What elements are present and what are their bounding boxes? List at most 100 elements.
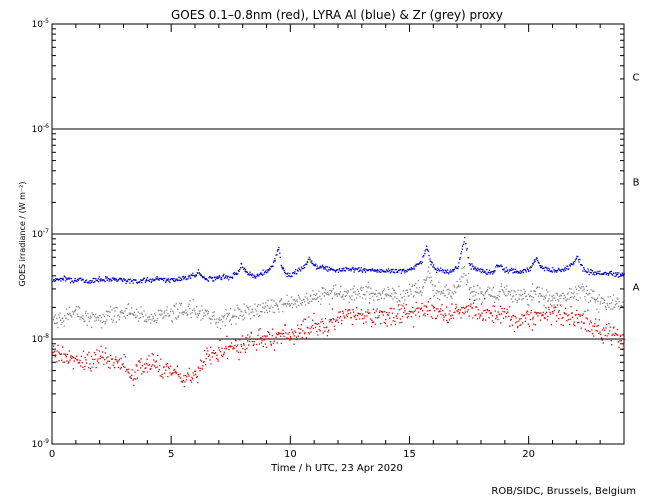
- data-point: [527, 293, 529, 295]
- data-point: [455, 292, 457, 294]
- data-point: [352, 268, 355, 270]
- data-point: [563, 298, 565, 300]
- data-point: [353, 315, 355, 317]
- data-point: [314, 298, 316, 300]
- data-point: [413, 326, 415, 328]
- data-point: [560, 295, 562, 297]
- data-point: [276, 304, 278, 306]
- data-point: [355, 268, 357, 270]
- data-point: [551, 299, 554, 301]
- data-point: [77, 359, 79, 361]
- data-point: [468, 315, 470, 317]
- data-point: [514, 298, 516, 300]
- data-point: [576, 309, 578, 312]
- data-point: [277, 334, 279, 336]
- data-point: [546, 267, 548, 269]
- data-point: [594, 323, 596, 325]
- data-point: [555, 306, 557, 309]
- data-point: [332, 288, 334, 290]
- data-point: [521, 270, 523, 272]
- data-point: [208, 277, 210, 279]
- data-point: [104, 321, 107, 323]
- data-point: [283, 269, 285, 272]
- data-point: [547, 291, 549, 293]
- data-point: [398, 304, 400, 306]
- data-point: [334, 320, 337, 323]
- data-point: [363, 269, 366, 272]
- data-point: [312, 327, 315, 329]
- data-point: [531, 329, 533, 331]
- data-point: [550, 270, 553, 272]
- data-point: [448, 273, 450, 275]
- data-point: [302, 330, 304, 332]
- data-point: [423, 255, 425, 257]
- data-point: [524, 291, 526, 293]
- data-point: [373, 270, 375, 272]
- data-point: [267, 271, 269, 273]
- data-point: [535, 293, 537, 295]
- data-point: [506, 295, 508, 297]
- data-point: [573, 321, 575, 323]
- data-point: [72, 368, 74, 370]
- flare-class-label: C: [633, 73, 640, 84]
- data-point: [444, 295, 447, 297]
- data-point: [241, 335, 244, 337]
- data-point: [140, 306, 142, 308]
- data-point: [598, 311, 600, 313]
- data-point: [450, 315, 452, 317]
- data-point: [539, 319, 542, 321]
- data-point: [289, 304, 291, 306]
- data-point: [551, 295, 553, 297]
- data-point: [234, 344, 236, 347]
- data-point: [549, 313, 552, 315]
- data-point: [330, 319, 332, 322]
- data-point: [423, 279, 425, 281]
- data-point: [389, 317, 391, 319]
- data-point: [486, 289, 489, 291]
- data-point: [62, 277, 64, 279]
- data-point: [591, 329, 593, 331]
- data-point: [279, 256, 281, 258]
- data-point: [273, 349, 276, 351]
- data-point: [436, 290, 438, 292]
- data-point: [396, 315, 398, 317]
- data-point: [318, 267, 320, 270]
- data-point: [125, 282, 127, 284]
- data-point: [316, 331, 318, 333]
- data-point: [569, 264, 571, 266]
- data-point: [294, 330, 296, 332]
- data-point: [428, 277, 430, 279]
- data-point: [214, 352, 216, 355]
- data-point: [622, 273, 625, 276]
- data-point: [131, 280, 133, 282]
- data-point: [244, 270, 246, 272]
- data-point: [610, 308, 612, 310]
- data-point: [344, 270, 347, 272]
- data-point: [576, 293, 578, 295]
- data-point: [621, 305, 624, 308]
- data-point: [585, 292, 587, 295]
- data-point: [292, 331, 294, 333]
- data-point: [349, 295, 351, 297]
- data-point: [504, 286, 506, 288]
- data-point: [517, 289, 519, 291]
- data-point: [224, 314, 226, 317]
- data-point: [610, 302, 612, 304]
- data-point: [92, 314, 95, 316]
- data-point: [395, 268, 397, 271]
- data-point: [171, 279, 174, 281]
- data-point: [150, 322, 152, 324]
- data-point: [410, 269, 412, 271]
- data-point: [429, 298, 431, 300]
- data-point: [489, 294, 491, 296]
- data-point: [338, 268, 340, 271]
- data-point: [370, 325, 373, 328]
- data-point: [252, 276, 254, 278]
- data-point: [69, 314, 72, 316]
- data-point: [122, 365, 125, 368]
- data-point: [147, 279, 149, 282]
- data-point: [116, 360, 118, 362]
- data-point: [271, 265, 273, 267]
- data-point: [56, 317, 58, 320]
